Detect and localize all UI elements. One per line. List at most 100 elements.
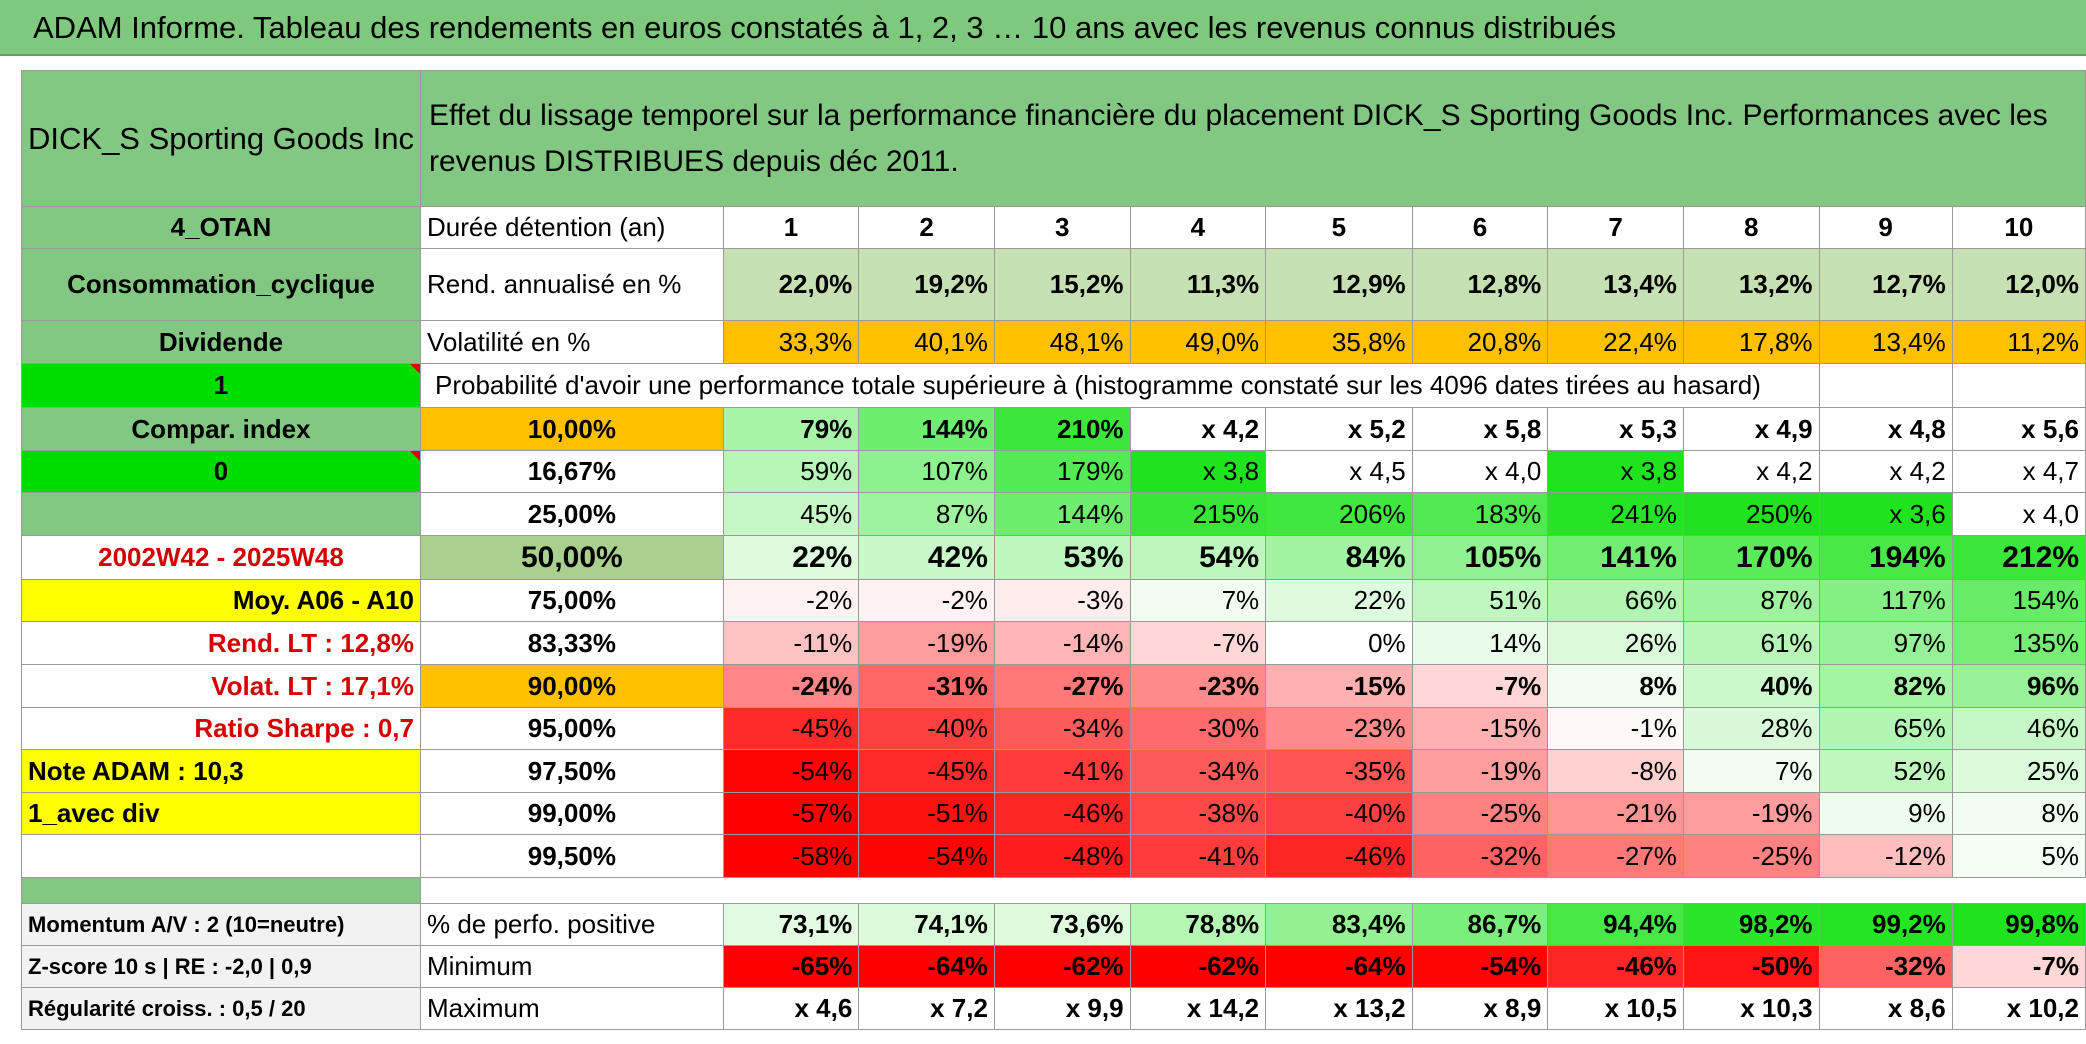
prob-cell: -40% <box>858 707 995 750</box>
pos-cell: 83,4% <box>1265 903 1413 946</box>
prob-level: 99,50% <box>419 834 724 878</box>
prob-cell: x 4,7 <box>1951 450 2086 493</box>
prob-cell: -34% <box>993 707 1131 750</box>
min-row: Z-score 10 s | RE : -2,0 | 0,9 Minimum -65… <box>21 945 2086 988</box>
performance-table: DICK_S Sporting Goods Inc Effet du lissa… <box>21 70 2086 1030</box>
pos-row: Momentum A/V : 2 (10=neutre)% de perfo. … <box>21 903 2086 946</box>
prob-cell: -25% <box>1411 792 1549 835</box>
empty-label <box>21 492 421 536</box>
prob-row: Volat. LT : 17,1% 90,00% -24% -31% -27% -23% -… <box>21 664 2086 708</box>
rend-cell: 13,2% <box>1682 248 1820 321</box>
spacer-cell <box>21 877 421 904</box>
pos-cell: 99,8% <box>1951 903 2086 946</box>
max-cell: x 10,3 <box>1682 987 1820 1030</box>
one-value: 1 <box>213 370 229 400</box>
pos-cell: 98,2% <box>1682 903 1820 946</box>
empty-cell <box>1818 363 1953 408</box>
prob-cell: x 4,0 <box>1951 492 2086 536</box>
prob-cell: 42% <box>858 535 995 580</box>
prob-cell: x 5,8 <box>1411 407 1549 451</box>
prob-cell: 59% <box>722 450 860 493</box>
prob-cell: -19% <box>858 621 995 665</box>
prob-cell: 82% <box>1818 664 1953 708</box>
prob-cell: -2% <box>722 579 860 622</box>
prob-cell: -40% <box>1265 792 1413 835</box>
prob-cell: 79% <box>722 407 860 451</box>
company-name: DICK_S Sporting Goods Inc <box>21 70 421 207</box>
volat-lt-label: Volat. LT : 17,1% <box>21 664 421 708</box>
table-description: Effet du lissage temporel sur la perform… <box>419 70 2086 207</box>
sharpe-label: Ratio Sharpe : 0,7 <box>21 707 421 750</box>
spacer-row <box>21 877 2086 904</box>
prob-cell: x 3,6 <box>1818 492 1953 536</box>
prob-cell: x 4,9 <box>1682 407 1820 451</box>
compar-label-text: Compar. index <box>131 413 311 444</box>
pos-cell: 74,1% <box>858 903 995 946</box>
prob-cell: -23% <box>1129 664 1267 708</box>
pos-cell: 94,4% <box>1547 903 1684 946</box>
pos-cell: 99,2% <box>1818 903 1953 946</box>
prob-cell: 0% <box>1265 621 1413 665</box>
max-cell: x 14,2 <box>1129 987 1267 1030</box>
prob-cell: 14% <box>1411 621 1549 665</box>
prob-row: Note ADAM : 10,3 97,50% -54% -45% -41% -34% -3… <box>21 749 2086 793</box>
moy-label: Moy. A06 - A10 <box>21 579 421 622</box>
vol-label: Volatilité en % <box>419 320 724 364</box>
prob-cell: 40% <box>1682 664 1820 708</box>
code-label: 4_OTAN <box>21 206 421 249</box>
prob-cell: -41% <box>993 749 1131 793</box>
prob-cell: 144% <box>858 407 995 451</box>
prob-row: 2002W42 - 2025W48 50,00% 22% 42% 53% 54% 84% 10… <box>21 535 2086 580</box>
min-cell: -62% <box>993 945 1131 988</box>
max-cell: x 9,9 <box>993 987 1131 1030</box>
prob-cell: -38% <box>1129 792 1267 835</box>
rend-cell: 22,0% <box>722 248 860 321</box>
year-header: 3 <box>993 206 1131 249</box>
prob-cell: 183% <box>1411 492 1549 536</box>
prob-cell: -15% <box>1265 664 1413 708</box>
rend-cell: 19,2% <box>858 248 995 321</box>
max-cell: x 7,2 <box>858 987 995 1030</box>
spacer-cell <box>420 877 2086 904</box>
period-label: 2002W42 - 2025W48 <box>21 535 421 580</box>
prob-cell: -41% <box>1129 834 1267 878</box>
prob-cell: -1% <box>1547 707 1684 750</box>
zero-cell-text: 0 <box>213 456 229 486</box>
pos-cell: 73,1% <box>722 903 860 946</box>
prob-cell: -14% <box>993 621 1131 665</box>
prob-cell: -19% <box>1682 792 1820 835</box>
rend-cell: 12,7% <box>1818 248 1953 321</box>
prob-cell: x 4,2 <box>1818 450 1953 493</box>
comment-marker <box>409 364 420 374</box>
prob-row: 0 16,67% 59% 107% 179% x 3,8 x 4,5 x 4,0 x 3,8 x … <box>21 450 2086 493</box>
prob-cell: -27% <box>1547 834 1684 878</box>
prob-cell: 96% <box>1951 664 2086 708</box>
prob-cell: 170% <box>1682 535 1820 580</box>
prob-level: 75,00% <box>419 579 724 622</box>
year-header: 6 <box>1411 206 1549 249</box>
prob-row: 1_avec div 99,00% -57% -51% -46% -38% -40% -25%… <box>21 792 2086 835</box>
pos-cell: 86,7% <box>1411 903 1549 946</box>
max-label: Maximum <box>419 987 724 1030</box>
prob-cell: 141% <box>1547 535 1684 580</box>
zscore-label: Z-score 10 s | RE : -2,0 | 0,9 <box>21 945 421 988</box>
prob-cell: x 3,8 <box>1129 450 1267 493</box>
prob-cell: -57% <box>722 792 860 835</box>
max-cell: x 4,6 <box>722 987 860 1030</box>
prob-row: Rend. LT : 12,8% 83,33% -11% -19% -14% -7% 0% 1… <box>21 621 2086 665</box>
prob-cell: -21% <box>1547 792 1684 835</box>
prob-level: 50,00% <box>419 535 724 580</box>
prob-cell: 66% <box>1547 579 1684 622</box>
prob-cell: -27% <box>993 664 1131 708</box>
year-header: 9 <box>1818 206 1953 249</box>
vol-cell: 40,1% <box>858 320 995 364</box>
prob-cell: 107% <box>858 450 995 493</box>
zero-cell: 0 <box>21 450 421 493</box>
vol-cell: 35,8% <box>1265 320 1413 364</box>
prob-cell: -31% <box>858 664 995 708</box>
prob-cell: -23% <box>1265 707 1413 750</box>
min-cell: -64% <box>858 945 995 988</box>
prob-cell: -24% <box>722 664 860 708</box>
prob-cell: -45% <box>722 707 860 750</box>
note-label: Note ADAM : 10,3 <box>21 749 421 793</box>
